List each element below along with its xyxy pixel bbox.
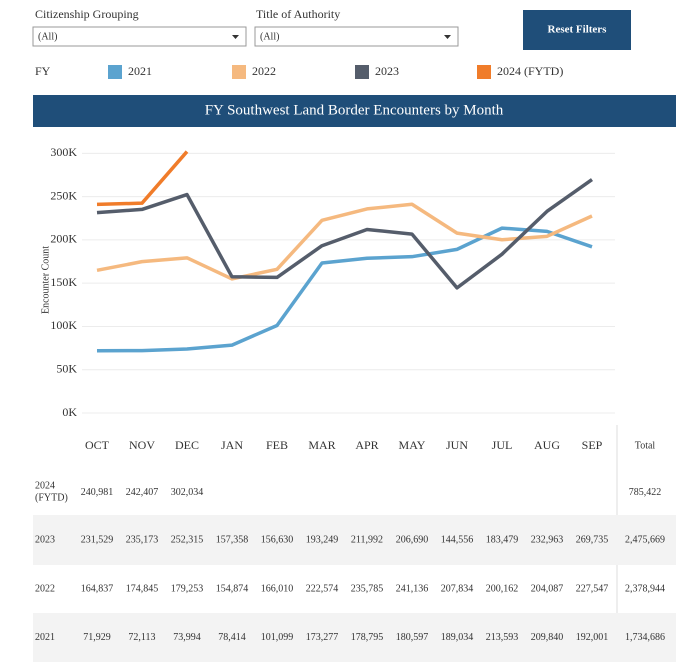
legend-swatch [232,65,246,79]
table-cell: 183,479 [486,534,519,545]
row-label: 2022 [35,583,55,594]
table-cell: 101,099 [261,632,294,643]
table-cell: 222,574 [306,583,339,594]
table-cell: 204,087 [531,583,564,594]
title-bar [33,95,676,127]
legend-swatch [108,65,122,79]
table-cell: 235,173 [126,534,159,545]
table-cell: 154,874 [216,583,249,594]
series-line [96,178,594,290]
table-cell: 200,162 [486,583,519,594]
table-cell: 227,547 [576,583,609,594]
table-row-bg [33,515,676,565]
table-cell: 178,795 [351,632,384,643]
table-cell: 166,010 [261,583,294,594]
y-tick-label: 50K [56,361,77,375]
table-cell: 213,593 [486,632,519,643]
table-cell: 192,001 [576,632,609,643]
table-total: 785,422 [629,487,662,498]
y-tick-label: 150K [50,275,77,289]
legend-label: 2022 [252,64,276,78]
dropdown-arrow [232,35,239,39]
table-cell: 211,992 [351,534,383,545]
table-total: 1,734,686 [625,632,665,643]
column-header: JUN [446,438,468,452]
filter-value: (All) [38,31,57,42]
row-label: 2024 (FYTD) [35,481,68,504]
column-header: DEC [175,438,199,452]
column-header: FEB [266,438,288,452]
column-header: MAY [399,438,426,452]
table-cell: 240,981 [81,487,114,498]
column-header: SEP [582,438,603,452]
y-tick-label: 0K [62,405,77,419]
column-header: AUG [534,438,560,452]
table-cell: 241,136 [396,583,429,594]
filter-select[interactable] [32,26,247,47]
filter-label: Citizenship Grouping [35,7,139,21]
table-cell: 193,249 [306,534,339,545]
legend-title: FY [35,64,51,78]
table-cell: 72,113 [128,632,155,643]
table-cell: 173,277 [306,632,339,643]
table-cell: 164,837 [81,583,114,594]
y-tick-label: 300K [50,145,77,159]
table-total: 2,378,944 [625,583,665,594]
table-cell: 209,840 [531,632,564,643]
table-cell: 269,735 [576,534,609,545]
table-cell: 189,034 [441,632,474,643]
row-label: 2023 [35,534,55,545]
reset-button[interactable] [523,10,631,50]
table-cell: 252,315 [171,534,204,545]
table-cell: 73,994 [173,632,201,643]
table-cell: 179,253 [171,583,204,594]
table-cell: 78,414 [218,632,246,643]
table-cell: 206,690 [396,534,429,545]
legend-label: 2021 [128,64,152,78]
table-cell: 180,597 [396,632,429,643]
legend-swatch [355,65,369,79]
y-tick-label: 100K [50,318,77,332]
row-label: 2021 [35,632,55,643]
filter-label: Title of Authority [256,7,340,21]
table-cell: 174,845 [126,583,159,594]
legend-swatch [477,65,491,79]
column-header: Total [635,440,656,451]
table-row-bg [33,613,676,662]
legend-label: 2023 [375,64,399,78]
y-tick-label: 250K [50,188,77,202]
y-tick-label: 200K [50,232,77,246]
table-cell: 156,630 [261,534,294,545]
series-line [96,150,189,207]
chart-title: FY Southwest Land Border Encounters by M… [205,102,504,118]
reset-button-label: Reset Filters [548,24,608,36]
column-header: MAR [308,438,335,452]
table-cell: 242,407 [126,487,159,498]
table-cell: 207,834 [441,583,474,594]
column-header: APR [355,438,378,452]
column-header: NOV [129,438,155,452]
table-cell: 71,929 [83,632,111,643]
filter-value: (All) [260,31,279,42]
table-cell: 144,556 [441,534,474,545]
table-cell: 231,529 [81,534,114,545]
table-cell: 302,034 [171,487,204,498]
column-header: JAN [221,438,243,452]
y-axis-label: Encounter Count [40,246,51,314]
table-cell: 232,963 [531,534,564,545]
table-cell: 157,358 [216,534,249,545]
column-header: JUL [492,438,513,452]
table-cell: 235,785 [351,583,384,594]
table-total: 2,475,669 [625,534,665,545]
series-line [96,202,593,281]
legend-label: 2024 (FYTD) [497,64,563,78]
column-header: OCT [85,438,110,452]
series-line [96,226,593,353]
dropdown-arrow [444,35,451,39]
filter-select[interactable] [254,26,459,47]
